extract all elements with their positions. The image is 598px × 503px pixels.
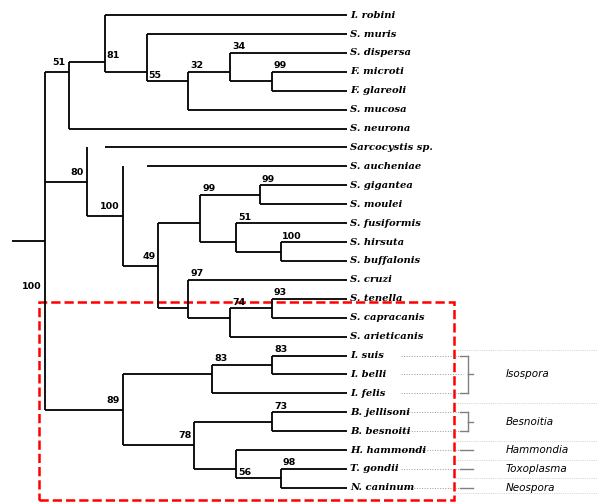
Text: 100: 100	[22, 282, 42, 291]
Text: S. hirsuta: S. hirsuta	[350, 237, 404, 246]
Text: 99: 99	[202, 184, 215, 193]
Text: F. microti: F. microti	[350, 67, 404, 76]
Text: 32: 32	[190, 61, 203, 70]
Text: 56: 56	[238, 468, 251, 477]
Text: B. jellisoni: B. jellisoni	[350, 408, 410, 417]
Text: 74: 74	[232, 298, 245, 307]
Text: B. besnoiti: B. besnoiti	[350, 427, 410, 436]
Text: S. moulei: S. moulei	[350, 200, 402, 209]
Text: S. fusiformis: S. fusiformis	[350, 219, 421, 228]
Text: Besnoitia: Besnoitia	[505, 416, 553, 427]
Text: N. caninum: N. caninum	[350, 483, 414, 492]
Text: 51: 51	[53, 58, 66, 67]
Text: I. suis: I. suis	[350, 351, 384, 360]
Text: Isospora: Isospora	[505, 369, 549, 379]
Text: 83: 83	[214, 355, 227, 364]
Bar	[39, 302, 454, 500]
Text: 73: 73	[274, 402, 287, 411]
Text: 97: 97	[190, 270, 203, 278]
Text: 99: 99	[274, 61, 287, 70]
Text: S. tenella: S. tenella	[350, 294, 402, 303]
Text: S. aucheniae: S. aucheniae	[350, 162, 421, 171]
Text: 99: 99	[262, 175, 275, 184]
Text: 80: 80	[71, 167, 84, 177]
Text: S. mucosa: S. mucosa	[350, 105, 407, 114]
Text: 100: 100	[100, 202, 120, 211]
Text: S. buffalonis: S. buffalonis	[350, 257, 420, 266]
Text: S. dispersa: S. dispersa	[350, 48, 411, 57]
Text: 93: 93	[274, 288, 287, 297]
Text: Neospora: Neospora	[505, 483, 555, 493]
Text: 78: 78	[178, 432, 191, 440]
Text: F. glareoli: F. glareoli	[350, 86, 406, 95]
Text: I. robini: I. robini	[350, 11, 395, 20]
Text: Toxoplasma: Toxoplasma	[505, 464, 567, 474]
Text: 89: 89	[106, 396, 120, 405]
Text: 83: 83	[274, 345, 287, 354]
Text: S. capracanis: S. capracanis	[350, 313, 425, 322]
Text: 34: 34	[232, 42, 245, 51]
Text: S. neurona: S. neurona	[350, 124, 410, 133]
Text: I. felis: I. felis	[350, 389, 385, 398]
Text: 81: 81	[106, 51, 120, 60]
Text: 49: 49	[142, 252, 155, 261]
Text: S. muris: S. muris	[350, 30, 396, 39]
Text: Hammondia: Hammondia	[505, 445, 569, 455]
Text: S. cruzi: S. cruzi	[350, 275, 392, 284]
Text: 51: 51	[238, 213, 251, 222]
Text: Sarcocystis sp.: Sarcocystis sp.	[350, 143, 433, 152]
Text: I. belli: I. belli	[350, 370, 386, 379]
Text: 100: 100	[282, 231, 302, 240]
Text: S. gigantea: S. gigantea	[350, 181, 413, 190]
Text: T. gondii: T. gondii	[350, 464, 398, 473]
Text: 98: 98	[282, 459, 295, 467]
Text: 55: 55	[148, 71, 161, 80]
Text: S. arieticanis: S. arieticanis	[350, 332, 423, 341]
Text: H. hammondi: H. hammondi	[350, 446, 426, 455]
